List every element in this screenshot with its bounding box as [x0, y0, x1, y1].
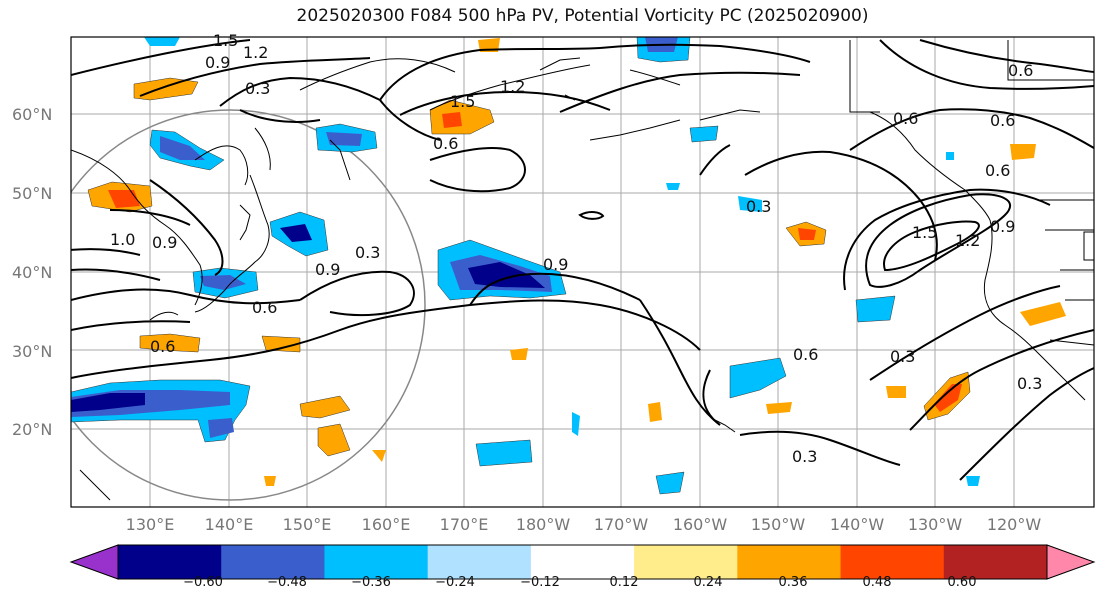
lon-label: 160°E: [362, 515, 411, 534]
lon-label: 170°E: [440, 515, 489, 534]
contour-label: 0.6: [893, 109, 918, 128]
contour-label: 0.3: [792, 447, 817, 466]
colorbar: −0.60 −0.48 −0.36 −0.24 −0.12 0.12 0.24 …: [69, 544, 1096, 590]
lon-label: 140°E: [205, 515, 254, 534]
colorbar-segment: [737, 545, 842, 579]
contour-label: 0.6: [985, 161, 1010, 180]
lon-label: 170°W: [594, 515, 649, 534]
lat-label-60n: 60°N: [12, 105, 52, 124]
lon-label: 130°E: [126, 515, 175, 534]
colorbar-segment: [324, 545, 429, 579]
lat-label-50n: 50°N: [12, 184, 52, 203]
contour-label: 0.9: [543, 255, 568, 274]
lat-label-20n: 20°N: [12, 420, 52, 439]
map-title: 2025020300 F084 500 hPa PV, Potential Vo…: [296, 6, 869, 26]
latitude-labels: 20°N 30°N 40°N 50°N 60°N: [12, 105, 52, 439]
longitude-labels: 130°E 140°E 150°E 160°E 170°E 180°W 170°…: [126, 515, 1042, 534]
colorbar-tick: 0.24: [694, 575, 723, 590]
contour-label: 0.6: [793, 345, 818, 364]
lon-label: 130°W: [908, 515, 963, 534]
colorbar-segments: [69, 544, 1096, 580]
pv-shading: [71, 37, 1066, 495]
contour-label: 0.6: [252, 298, 277, 317]
contour-label: 1.5: [213, 31, 238, 50]
colorbar-segment: [530, 545, 635, 579]
contour-label: 0.3: [1017, 374, 1042, 393]
colorbar-tick: −0.60: [183, 575, 223, 590]
colorbar-extend-high: [1046, 544, 1096, 580]
colorbar-tick: −0.12: [520, 575, 560, 590]
colorbar-segment: [427, 545, 532, 579]
colorbar-segment: [634, 545, 738, 579]
contour-labels: 1.5 1.2 0.9 0.3 0.6 1.5 1.2 0.6 0.3 0.9 …: [110, 31, 1042, 466]
lon-label: 180°W: [516, 515, 571, 534]
coastlines: [71, 40, 1094, 501]
contour-label: 0.3: [245, 79, 270, 98]
colorbar-tick: −0.24: [435, 575, 475, 590]
colorbar-tick: −0.36: [351, 575, 391, 590]
range-circle: [71, 109, 426, 501]
lon-label: 140°W: [830, 515, 885, 534]
contour-label: 0.3: [890, 347, 915, 366]
contour-label: 0.6: [990, 111, 1015, 130]
contour-label: 1.5: [912, 223, 937, 242]
contour-label: 1.2: [243, 43, 268, 62]
colorbar-segment: [943, 545, 1048, 579]
pv-contours: [71, 39, 1094, 481]
colorbar-tick: 0.12: [610, 575, 639, 590]
colorbar-segment: [840, 545, 945, 579]
contour-label: 0.3: [746, 197, 771, 216]
lon-label: 150°E: [283, 515, 332, 534]
contour-label: 0.6: [150, 337, 175, 356]
contour-label: 0.3: [355, 243, 380, 262]
colorbar-tick: 0.48: [863, 575, 892, 590]
contour-label: 0.6: [433, 134, 458, 153]
colorbar-ticks: −0.60 −0.48 −0.36 −0.24 −0.12 0.12 0.24 …: [183, 575, 976, 590]
colorbar-segment: [118, 545, 222, 579]
lon-label: 160°W: [673, 515, 728, 534]
contour-label: 0.9: [315, 260, 340, 279]
lon-label: 150°W: [751, 515, 806, 534]
colorbar-tick: 0.60: [948, 575, 977, 590]
colorbar-frame: [117, 544, 1048, 580]
plot-frame: [70, 36, 1095, 508]
contour-label: 1.2: [500, 77, 525, 96]
lon-label: 120°W: [987, 515, 1042, 534]
contour-label: 1.0: [110, 230, 135, 249]
lat-label-30n: 30°N: [12, 342, 52, 361]
contour-label: 1.2: [955, 231, 980, 250]
colorbar-tick: 0.36: [779, 575, 808, 590]
contour-label: 0.9: [205, 53, 230, 72]
contour-label: 0.6: [1008, 61, 1033, 80]
colorbar-segment: [221, 545, 325, 579]
colorbar-tick: −0.48: [267, 575, 307, 590]
colorbar-extend-low: [69, 544, 119, 580]
lat-label-40n: 40°N: [12, 263, 52, 282]
contour-label: 1.5: [450, 92, 475, 111]
contour-label: 0.9: [152, 233, 177, 252]
contour-label: 0.9: [990, 217, 1015, 236]
